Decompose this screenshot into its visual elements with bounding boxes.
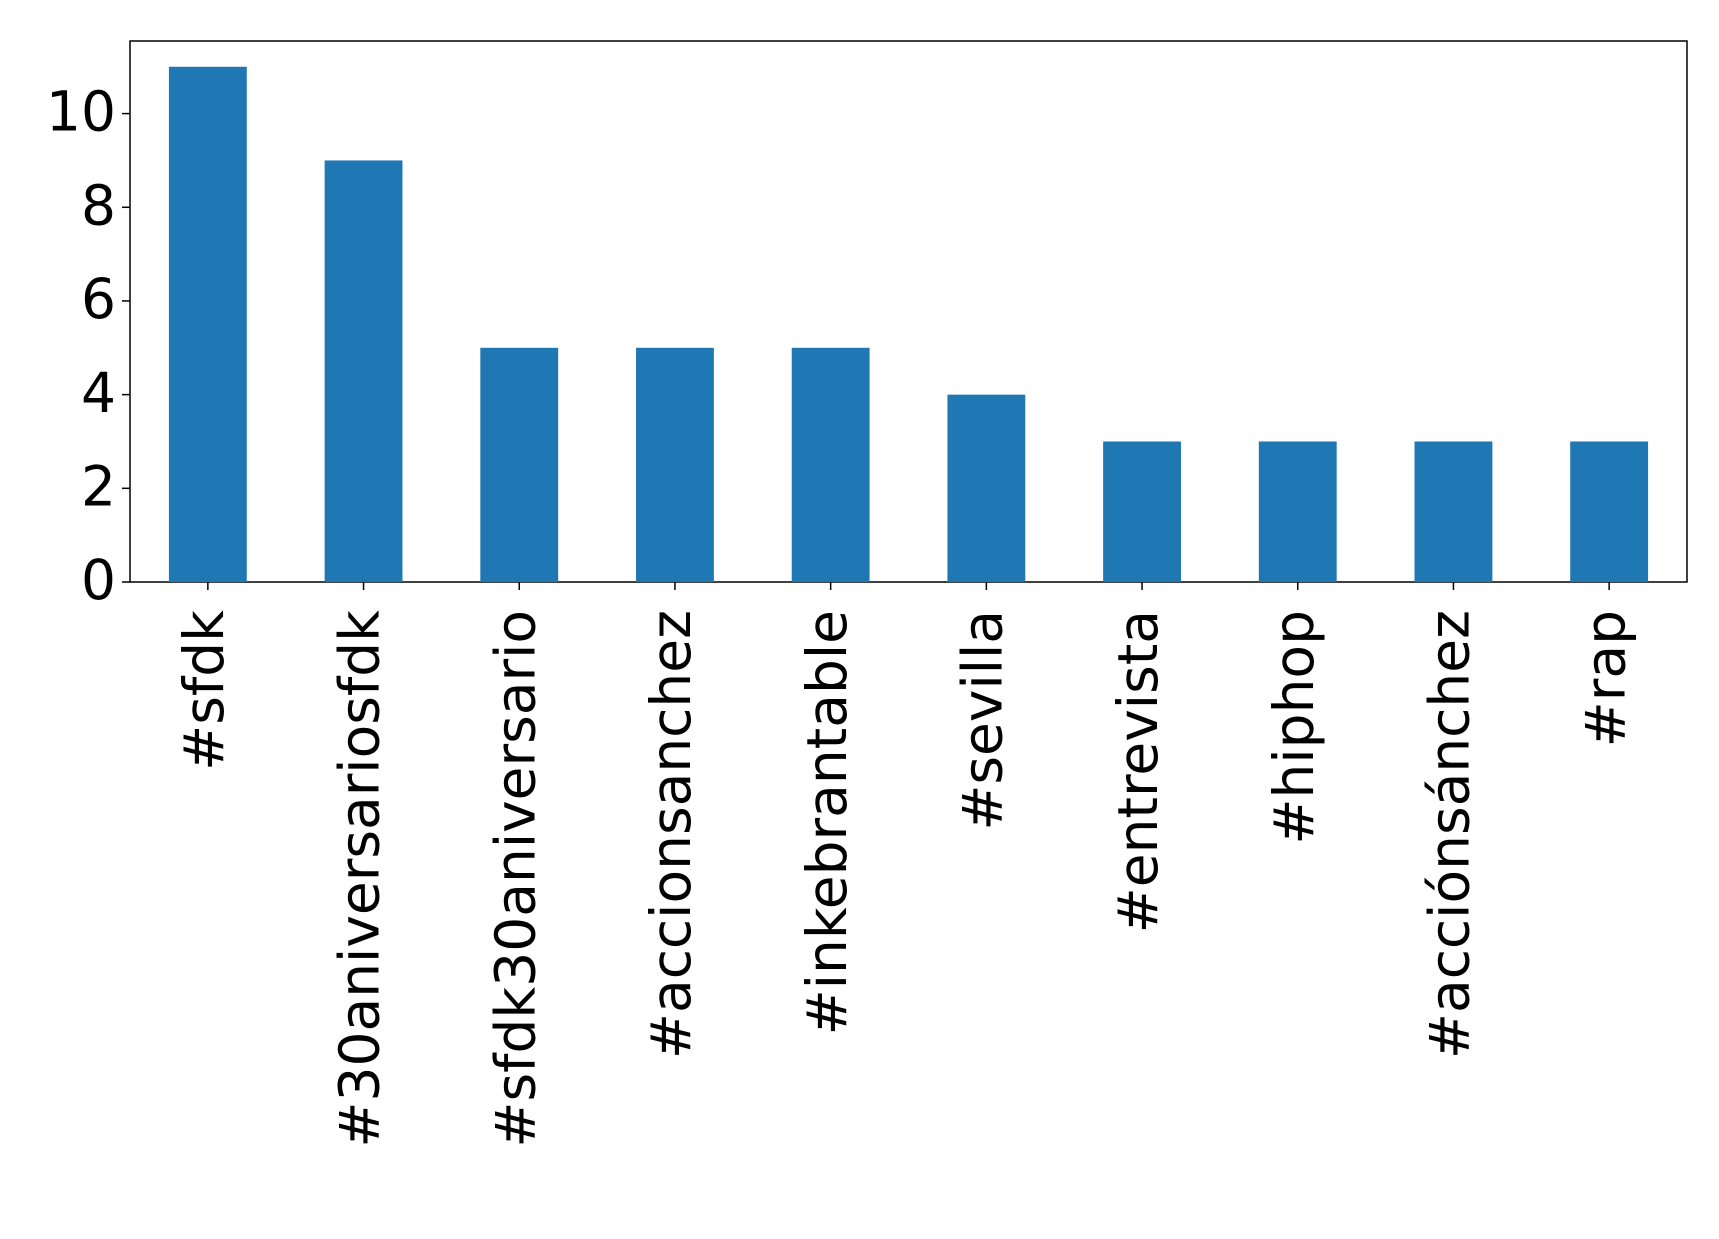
x-tick-label: #accionsanchez: [639, 610, 703, 1059]
x-tick-label: #entrevista: [1106, 610, 1170, 933]
y-tick-label: 2: [81, 454, 116, 518]
plot-frame: [129, 40, 1688, 583]
bar: [636, 347, 714, 582]
bar: [324, 160, 403, 582]
y-tick-label: 6: [81, 267, 116, 331]
bar: [1570, 441, 1649, 582]
y-tick-label: 10: [46, 80, 116, 144]
bar: [1103, 441, 1181, 582]
bar: [168, 66, 247, 582]
y-tick-label: 8: [81, 173, 116, 237]
x-tick-label: #30aniversariosfdk: [328, 610, 392, 1148]
y-tick-label: 0: [81, 548, 116, 612]
bar: [791, 347, 870, 582]
x-tick-label: #sfdk: [172, 610, 236, 771]
x-tick-label: #inkebrantable: [795, 610, 859, 1035]
x-tick-label: #sevilla: [950, 610, 1014, 831]
bar: [480, 347, 559, 582]
bar: [1414, 441, 1493, 582]
bar: [947, 394, 1026, 582]
x-tick-label: #hiphop: [1262, 610, 1326, 845]
x-tick-label: #acciónsánchez: [1418, 610, 1482, 1059]
bar: [1258, 441, 1337, 582]
x-tick-label: #rap: [1573, 610, 1637, 747]
y-tick-label: 4: [81, 361, 116, 425]
x-tick-label: #sfdk30aniversario: [483, 610, 547, 1148]
